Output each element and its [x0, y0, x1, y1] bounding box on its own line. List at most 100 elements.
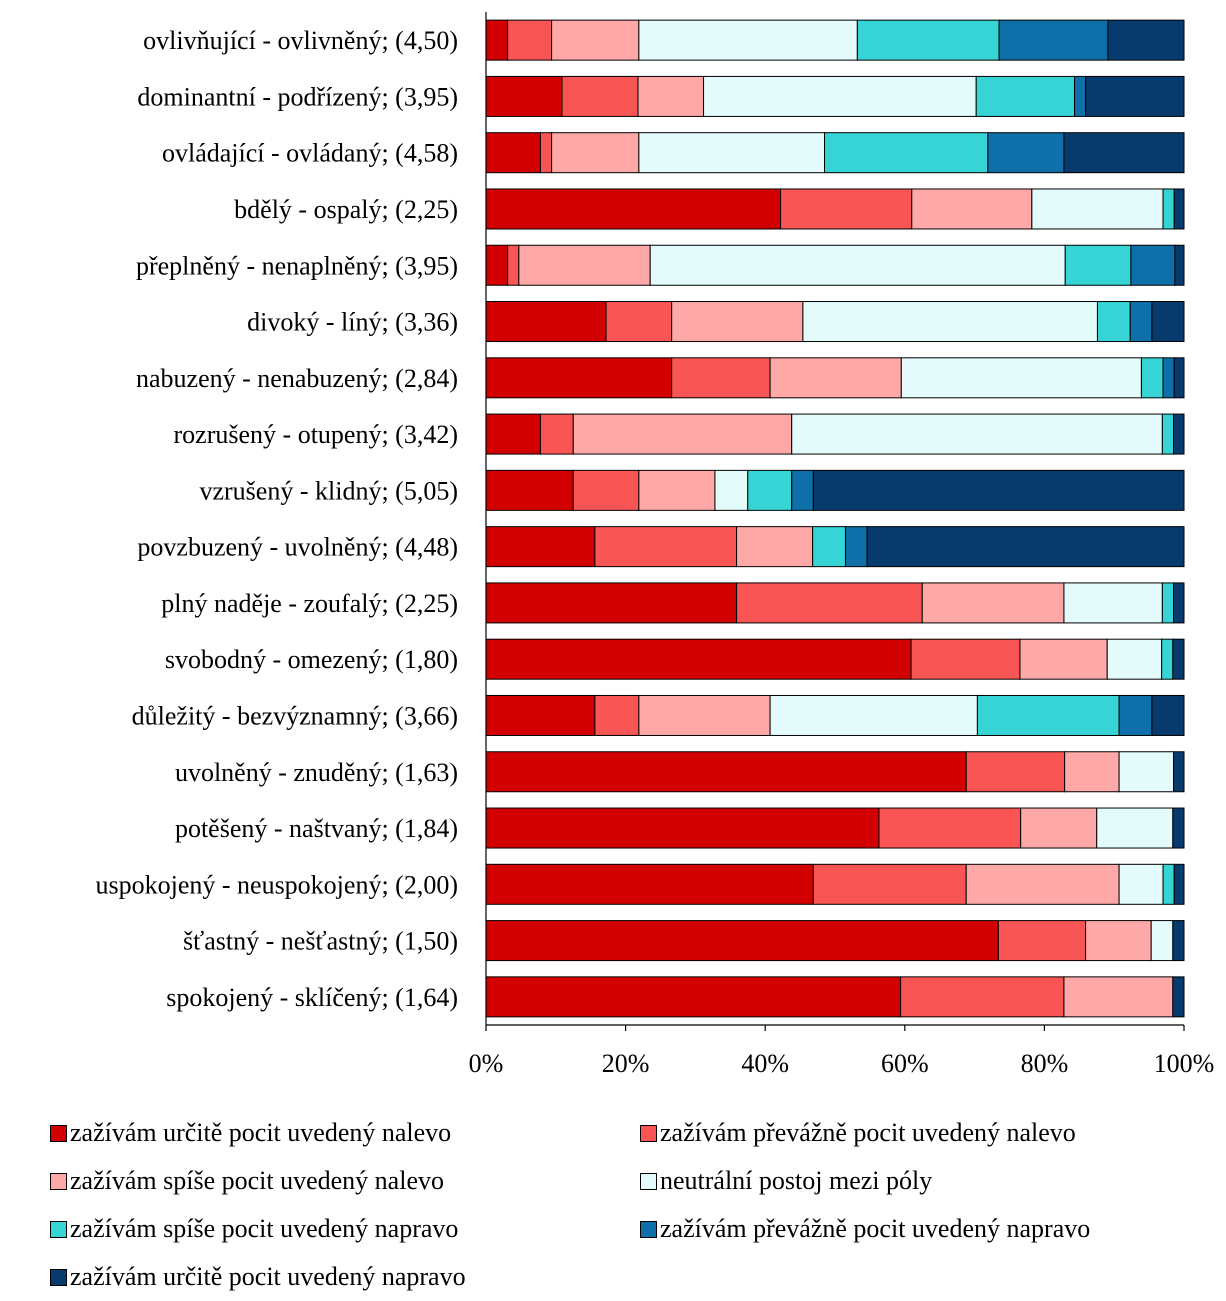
bar-segment-7-4	[900, 357, 1142, 399]
bar-segment-15-1	[485, 807, 880, 849]
category-label: divoký - líný; (3,36)	[247, 308, 458, 337]
category-label: rozrušený - otupený; (3,42)	[174, 420, 458, 449]
bar-segment-12-4	[1106, 638, 1163, 680]
category-label: spokojený - sklíčený; (1,64)	[166, 983, 458, 1012]
bar-segment-13-7	[1151, 694, 1185, 736]
legend-swatch	[50, 1220, 67, 1238]
bar-segment-5-5	[1064, 244, 1132, 286]
bar-segment-16-1	[485, 863, 814, 905]
bar-segment-17-2	[997, 920, 1087, 962]
bar-segment-5-3	[518, 244, 651, 286]
bar-segment-7-5	[1140, 357, 1164, 399]
bar-segment-12-5	[1161, 638, 1174, 680]
bar-segment-1-1	[485, 19, 509, 61]
bar-segment-7-3	[769, 357, 902, 399]
bar-segment-5-4	[649, 244, 1066, 286]
bar-segment-14-3	[1064, 751, 1120, 793]
bar-segment-4-1	[485, 188, 782, 230]
x-tick-label: 20%	[602, 1049, 650, 1078]
bar-segment-13-2	[594, 694, 640, 736]
legend-item: zažívám převážně pocit uvedený nalevo	[640, 1118, 1076, 1148]
bar-segment-14-1	[485, 751, 967, 793]
legend-item: zažívám převážně pocit uvedený napravo	[640, 1214, 1090, 1244]
bar-segment-6-4	[802, 301, 1098, 343]
bar-segment-6-1	[485, 301, 607, 343]
bar-segment-3-1	[485, 132, 541, 174]
bar-segment-17-7	[1172, 920, 1185, 962]
category-label: nabuzený - nenabuzený; (2,84)	[136, 364, 458, 393]
bar-segment-18-7	[1172, 976, 1185, 1018]
bar-segment-11-7	[1173, 582, 1185, 624]
category-label: vzrušený - klidný; (5,05)	[199, 476, 458, 505]
bar-segment-2-3	[637, 75, 705, 117]
bar-segment-5-2	[507, 244, 520, 286]
bar-segment-15-4	[1096, 807, 1174, 849]
bar-segment-1-7	[1107, 19, 1185, 61]
bar-segment-3-3	[551, 132, 640, 174]
bar-segment-2-2	[561, 75, 639, 117]
bar-segment-3-4	[638, 132, 826, 174]
bar-segment-2-4	[703, 75, 977, 117]
category-label: přeplněný - nenaplněný; (3,95)	[136, 251, 458, 280]
bar-segment-7-2	[671, 357, 771, 399]
bar-segment-16-4	[1118, 863, 1164, 905]
category-label: ovlivňující - ovlivněný; (4,50)	[143, 26, 458, 55]
bar-segment-4-2	[780, 188, 913, 230]
legend-item: zažívám spíše pocit uvedený napravo	[50, 1214, 458, 1244]
bar-segment-4-5	[1162, 188, 1175, 230]
bar-segment-10-3	[736, 526, 814, 568]
x-tick-label: 100%	[1154, 1049, 1215, 1078]
bar-segment-9-1	[485, 469, 574, 511]
bar-segment-17-3	[1085, 920, 1152, 962]
legend-label: neutrální postoj mezi póly	[660, 1166, 933, 1195]
bar-segment-17-4	[1150, 920, 1174, 962]
category-label: ovládající - ovládaný; (4,58)	[162, 139, 458, 168]
bar-segment-9-5	[747, 469, 793, 511]
bar-segment-13-5	[976, 694, 1120, 736]
bar-segment-8-4	[791, 413, 1163, 455]
bar-segment-10-5	[812, 526, 846, 568]
bar-segment-9-3	[638, 469, 716, 511]
legend-label: zažívám určitě pocit uvedený nalevo	[70, 1118, 452, 1147]
category-label: svobodný - omezený; (1,80)	[165, 645, 458, 674]
bar-segment-6-6	[1129, 301, 1153, 343]
category-label: šťastný - nešťastný; (1,50)	[183, 927, 458, 956]
bar-segment-9-2	[572, 469, 640, 511]
legend-item: zažívám spíše pocit uvedený nalevo	[50, 1166, 444, 1196]
legend-item: zažívám určitě pocit uvedený nalevo	[50, 1118, 451, 1148]
bar-segment-1-4	[638, 19, 858, 61]
bar-segment-11-2	[736, 582, 923, 624]
bar-segment-5-7	[1174, 244, 1185, 286]
bar-segment-15-2	[878, 807, 1022, 849]
category-label: potěšený - naštvaný; (1,84)	[175, 814, 458, 843]
bar-segment-13-4	[769, 694, 978, 736]
legend-label: zažívám převážně pocit uvedený napravo	[660, 1214, 1091, 1243]
legend-label: zažívám spíše pocit uvedený napravo	[70, 1214, 459, 1243]
category-label: bdělý - ospalý; (2,25)	[234, 195, 458, 224]
x-tick-label: 60%	[881, 1049, 929, 1078]
bar-segment-16-2	[812, 863, 967, 905]
axes	[485, 12, 1185, 1031]
bar-segment-3-7	[1063, 132, 1185, 174]
bar-segment-7-1	[485, 357, 673, 399]
bar-segment-16-7	[1173, 863, 1185, 905]
legend-item: neutrální postoj mezi póly	[640, 1166, 932, 1196]
bar-segment-1-5	[856, 19, 1000, 61]
bar-segment-5-1	[485, 244, 509, 286]
bar-segment-16-5	[1162, 863, 1175, 905]
bar-segment-14-4	[1118, 751, 1175, 793]
bar-segment-4-7	[1173, 188, 1185, 230]
legend-swatch	[50, 1124, 67, 1142]
category-label: dominantní - podřízený; (3,95)	[137, 82, 458, 111]
bar-segment-7-6	[1162, 357, 1175, 399]
bar-segment-4-4	[1031, 188, 1164, 230]
bar-segment-18-1	[485, 976, 902, 1018]
bar-segment-8-2	[539, 413, 574, 455]
x-tick-labels: 0% 20% 40% 60% 80% 100%	[469, 1049, 1215, 1078]
bar-segment-4-3	[911, 188, 1033, 230]
bar-segment-6-5	[1096, 301, 1131, 343]
x-tick-label: 40%	[741, 1049, 789, 1078]
bar-segment-12-1	[485, 638, 912, 680]
bar-segment-2-7	[1085, 75, 1185, 117]
legend-swatch	[640, 1220, 657, 1238]
